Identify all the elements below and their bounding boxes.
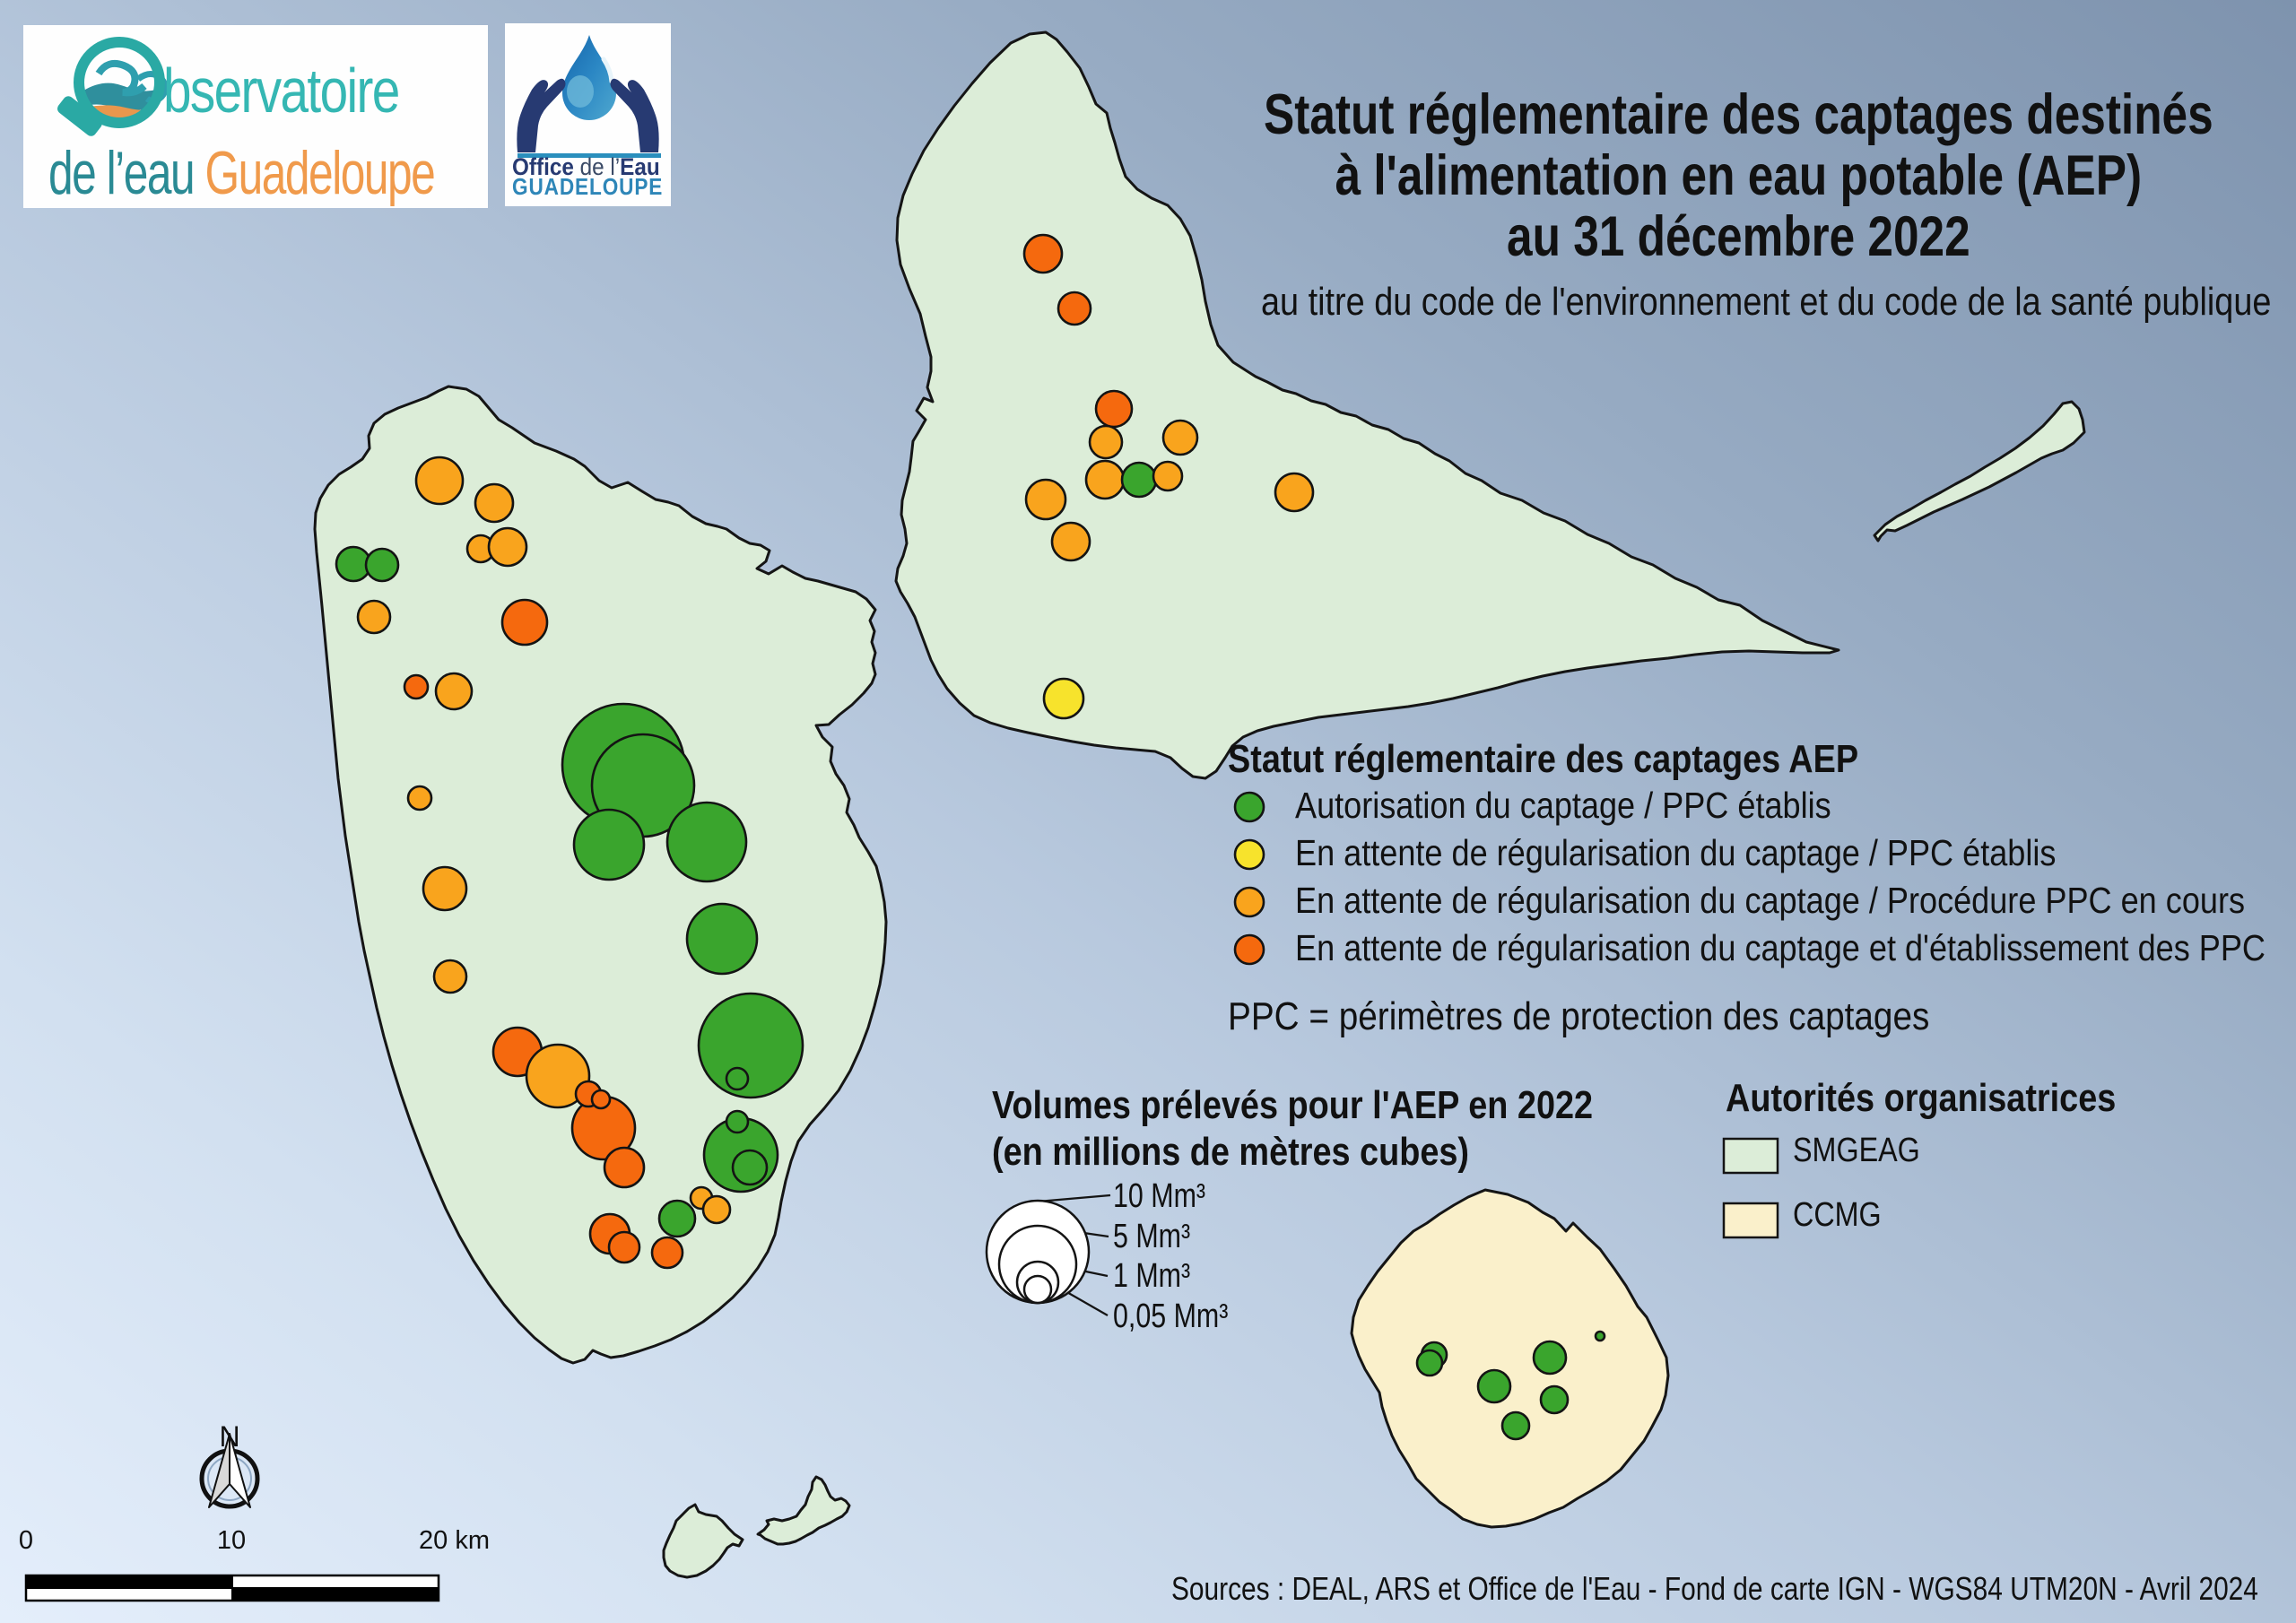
svg-text:bservatoire: bservatoire bbox=[163, 56, 399, 126]
svg-text:Office de l’Eau: Office de l’Eau bbox=[512, 154, 660, 180]
svg-text:de l’eau Guadeloupe: de l’eau Guadeloupe bbox=[48, 138, 434, 207]
svg-text:GUADELOUPE: GUADELOUPE bbox=[512, 175, 663, 201]
